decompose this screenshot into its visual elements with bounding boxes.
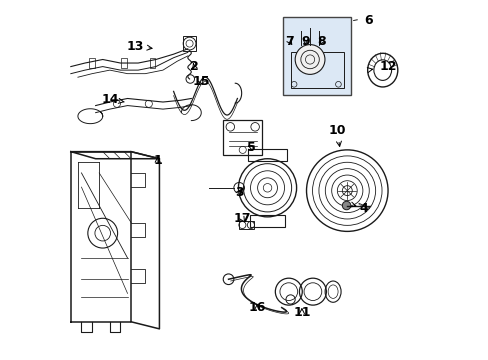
Circle shape <box>295 45 325 75</box>
Bar <box>290 53 343 88</box>
Text: 4: 4 <box>350 202 367 215</box>
Text: 7: 7 <box>285 35 293 48</box>
Text: 14: 14 <box>101 93 124 106</box>
Text: 3: 3 <box>234 186 243 199</box>
Bar <box>249 215 285 227</box>
Text: 6: 6 <box>364 14 372 27</box>
Bar <box>121 58 126 68</box>
Text: 1: 1 <box>153 154 162 167</box>
Bar <box>183 36 196 51</box>
Bar <box>223 120 262 155</box>
Bar <box>283 17 350 95</box>
Text: 13: 13 <box>126 40 152 53</box>
Bar <box>247 149 286 161</box>
Bar <box>238 221 254 229</box>
Text: 10: 10 <box>328 124 346 147</box>
Text: 12: 12 <box>366 60 396 73</box>
Text: 15: 15 <box>192 75 209 88</box>
Bar <box>89 58 95 68</box>
Text: 11: 11 <box>293 306 310 319</box>
Text: 5: 5 <box>247 141 255 154</box>
Text: 9: 9 <box>301 35 309 48</box>
Circle shape <box>238 159 296 217</box>
Text: 17: 17 <box>233 212 251 225</box>
Text: 16: 16 <box>248 301 265 314</box>
Text: 2: 2 <box>189 60 198 73</box>
Bar <box>149 58 155 68</box>
Text: 8: 8 <box>317 35 325 48</box>
Circle shape <box>342 201 350 210</box>
